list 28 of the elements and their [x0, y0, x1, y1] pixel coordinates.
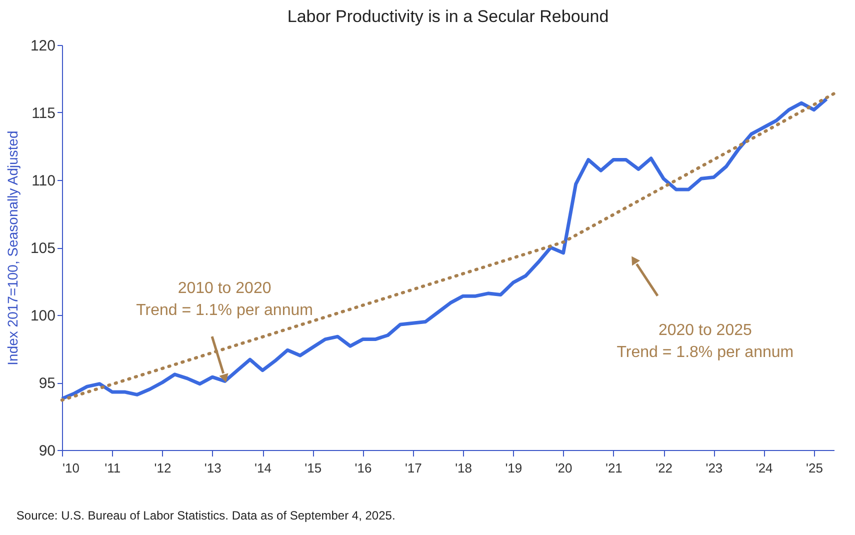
y-tick-label: 115 — [32, 105, 56, 122]
source-note: Source: U.S. Bureau of Labor Statistics. Data as of September 4, 2025. — [16, 508, 396, 523]
x-tick-label: '15 — [304, 460, 322, 476]
x-tick-label: '18 — [455, 460, 472, 476]
y-tick-label: 105 — [30, 240, 56, 257]
x-tick-label: '25 — [806, 460, 823, 476]
x-tick-label: '10 — [62, 460, 80, 476]
x-tick-label: '12 — [154, 460, 172, 476]
x-tick-label: '23 — [706, 460, 723, 476]
y-tick-label: 120 — [30, 38, 56, 54]
y-tick-label: 90 — [38, 442, 56, 460]
x-tick-label: '17 — [404, 460, 422, 476]
x-tick-label: '20 — [555, 460, 572, 476]
x-tick-label: '11 — [104, 460, 121, 476]
annotation: 2020 to 2025 Trend = 1.8% per annum — [616, 322, 794, 361]
y-tick-label: 110 — [32, 172, 56, 190]
x-tick-label: '13 — [204, 460, 222, 476]
y-tick-label: 100 — [30, 308, 56, 324]
x-tick-label: '19 — [505, 460, 522, 476]
x-tick-label: '16 — [354, 460, 372, 476]
x-tick-label: '21 — [605, 460, 622, 476]
x-tick-label: '14 — [254, 460, 272, 476]
chart-title: Labor Productivity is in a Secular Rebound — [287, 7, 609, 26]
y-tick-label: 95 — [38, 375, 56, 392]
x-tick-label: '22 — [656, 460, 673, 476]
y-axis-title: Index 2017=100, Seasonally Adjusted — [4, 130, 20, 366]
annotation: 2010 to 2020 Trend = 1.1% per annum — [136, 280, 313, 319]
x-tick-label: '24 — [756, 460, 773, 476]
